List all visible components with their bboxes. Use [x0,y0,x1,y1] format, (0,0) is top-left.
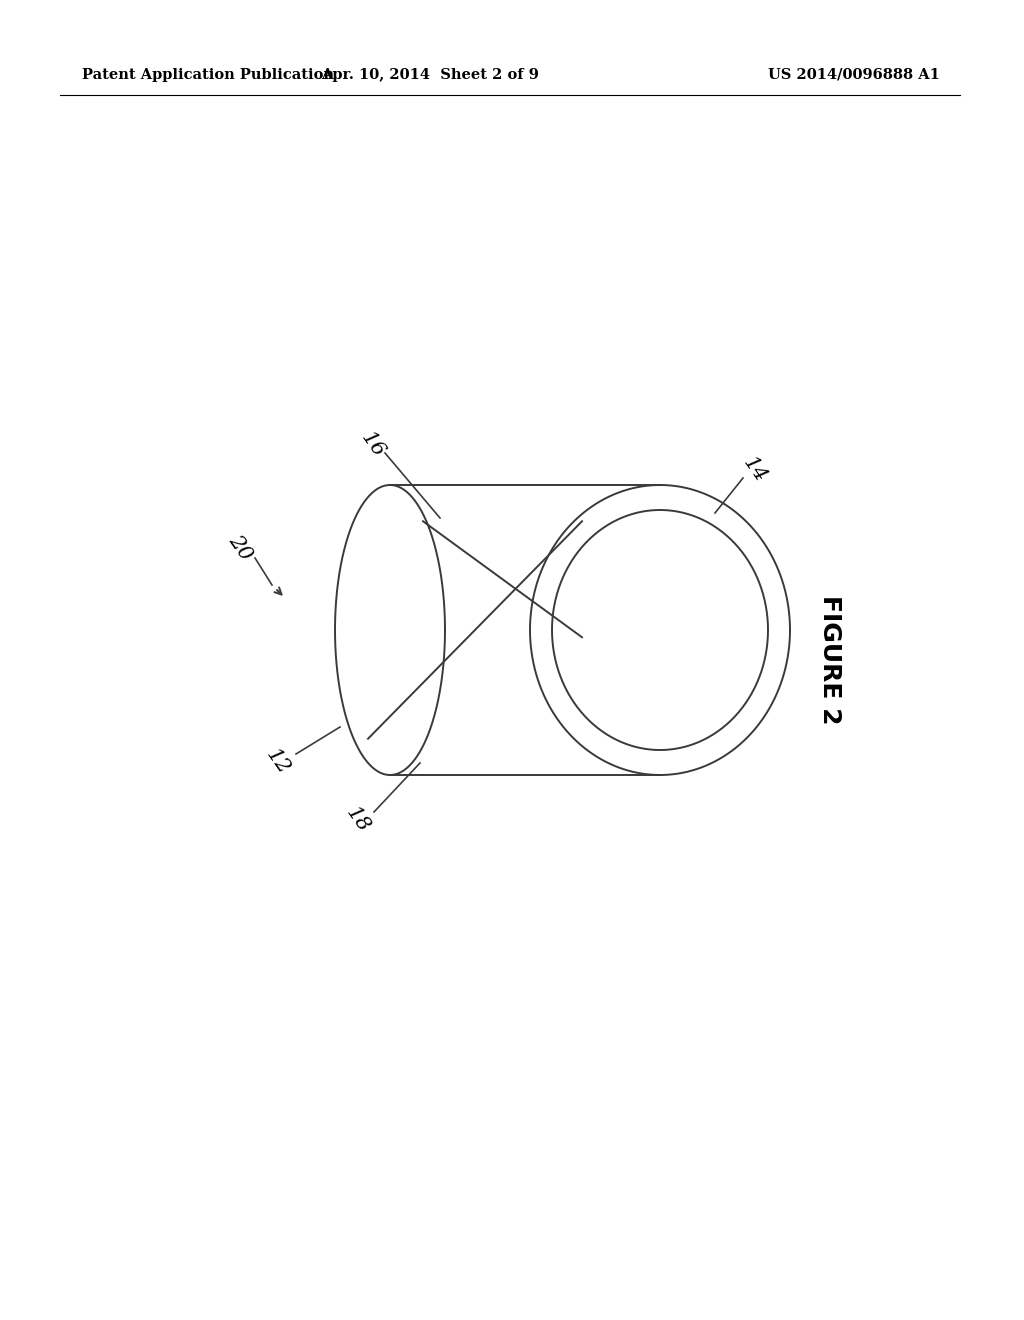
Text: 12: 12 [262,746,294,779]
Text: 20: 20 [224,532,255,565]
Text: 18: 18 [343,804,374,837]
Text: FIGURE 2: FIGURE 2 [818,595,842,725]
Text: Apr. 10, 2014  Sheet 2 of 9: Apr. 10, 2014 Sheet 2 of 9 [322,69,539,82]
Text: 16: 16 [357,429,388,461]
Text: Patent Application Publication: Patent Application Publication [82,69,334,82]
Text: 14: 14 [739,454,770,486]
Text: US 2014/0096888 A1: US 2014/0096888 A1 [768,69,940,82]
